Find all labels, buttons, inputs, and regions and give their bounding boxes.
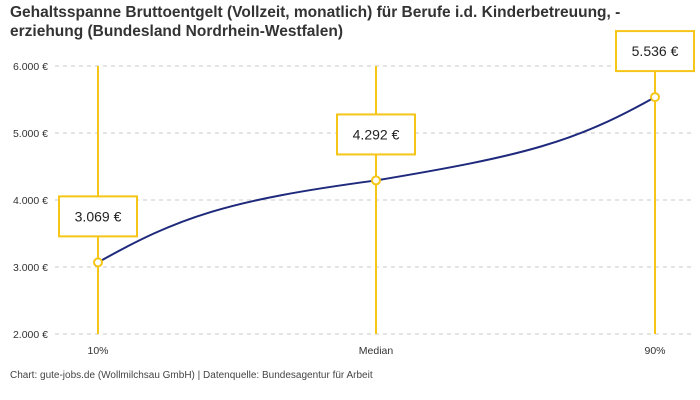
data-points: [93, 92, 660, 268]
x-axis-ticks: 10% Median 90%: [87, 345, 665, 357]
x-tick-label: Median: [359, 345, 394, 357]
data-label: 3.069 €: [75, 208, 122, 224]
data-label-box: [58, 195, 138, 238]
data-label-box: [336, 113, 416, 156]
data-point: [650, 92, 660, 103]
y-tick-label: 3.000 €: [13, 262, 48, 274]
y-tick-label: 4.000 €: [13, 195, 48, 207]
data-label: 5.536 €: [632, 43, 679, 59]
data-point: [371, 175, 381, 186]
x-tick-label: 10%: [87, 345, 108, 357]
data-label-box: [615, 30, 695, 73]
chart-title: Gehaltsspanne Bruttoentgelt (Vollzeit, m…: [10, 3, 690, 41]
data-labels: 3.069 € 4.292 € 5.536 €: [58, 30, 695, 238]
y-axis-ticks: 2.000 € 3.000 € 4.000 € 5.000 € 6.000 €: [13, 61, 48, 341]
y-tick-label: 6.000 €: [13, 61, 48, 73]
data-label: 4.292 €: [353, 126, 400, 142]
x-tick-label: 90%: [644, 345, 665, 357]
y-tick-label: 5.000 €: [13, 128, 48, 140]
grid-lines: [55, 65, 692, 335]
y-tick-label: 2.000 €: [13, 329, 48, 341]
data-point: [93, 257, 103, 268]
chart-title-line-2: erziehung (Bundesland Nordrhein-Westfale…: [10, 23, 343, 40]
category-lines: [97, 66, 656, 334]
chart-source: Chart: gute-jobs.de (Wollmilchsau GmbH) …: [10, 370, 373, 381]
chart-title-line-1: Gehaltsspanne Bruttoentgelt (Vollzeit, m…: [10, 4, 621, 21]
